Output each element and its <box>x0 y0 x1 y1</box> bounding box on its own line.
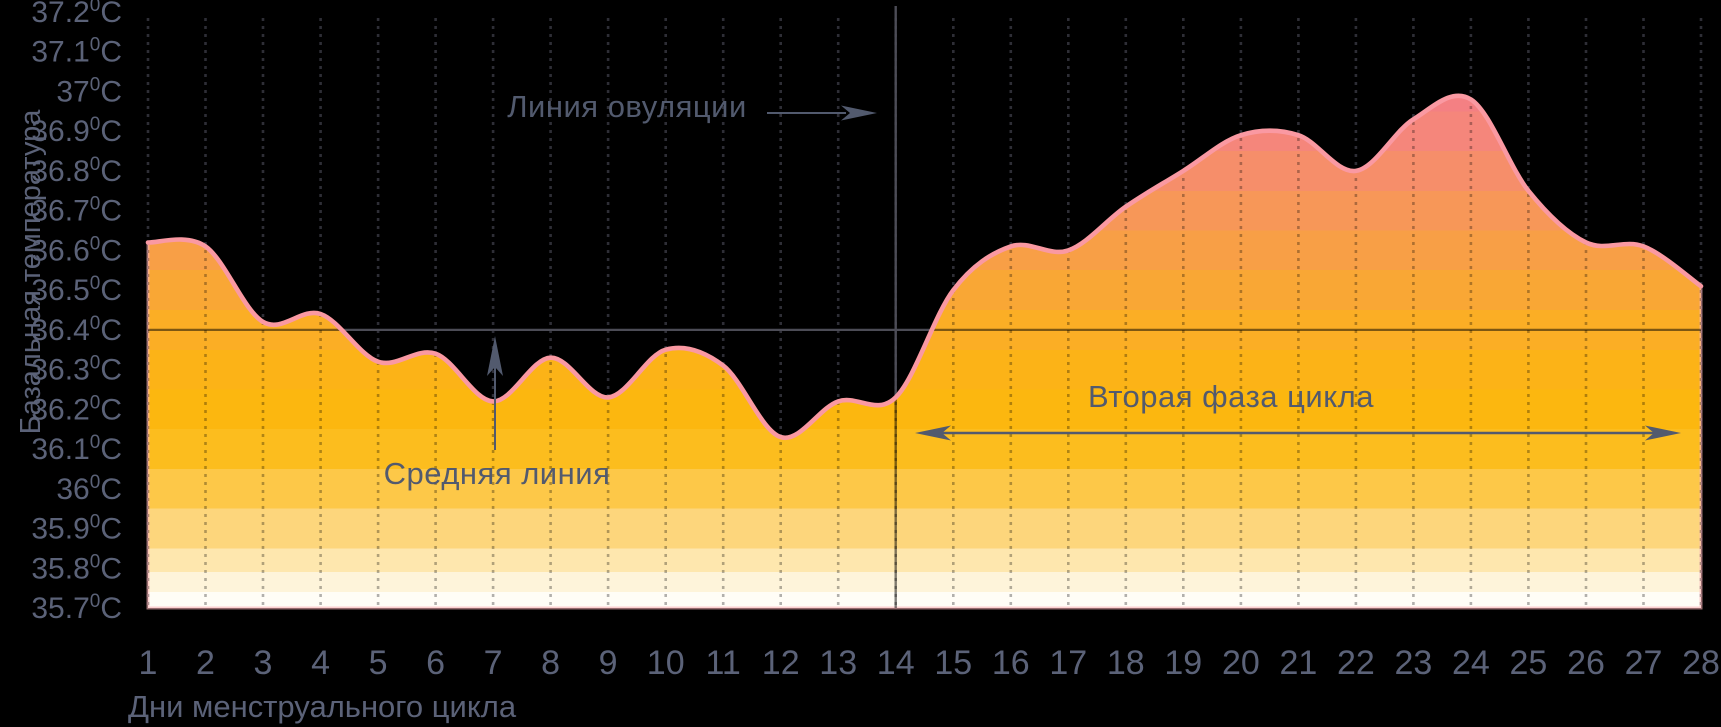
x-tick-label: 9 <box>599 644 618 682</box>
x-tick-label: 27 <box>1625 644 1663 682</box>
y-tick-label: 36.90C <box>31 114 122 148</box>
y-tick-label: 360C <box>56 472 122 506</box>
x-tick-label: 20 <box>1222 644 1260 682</box>
y-tick-label: 36.70C <box>31 194 122 228</box>
y-axis-title: Базальная температура <box>15 109 47 435</box>
x-tick-label: 2 <box>196 644 215 682</box>
x-tick-label: 15 <box>934 644 972 682</box>
ovulation-arrow <box>767 105 877 121</box>
x-tick-label: 6 <box>426 644 445 682</box>
x-tick-label: 10 <box>647 644 685 682</box>
y-tick-label: 36.20C <box>31 392 122 426</box>
arrowhead-icon <box>487 336 503 376</box>
second-phase-annotation: Вторая фаза цикла <box>1088 379 1374 414</box>
temperature-curve <box>145 93 1704 440</box>
middle-line-annotation: Средняя линия <box>383 456 611 491</box>
x-tick-label: 24 <box>1452 644 1490 682</box>
ovulation-line-annotation: Линия овуляции <box>507 89 747 124</box>
x-axis-title: Дни менструального цикла <box>128 689 517 724</box>
y-tick-label: 36.30C <box>31 353 122 387</box>
x-tick-label: 7 <box>484 644 503 682</box>
arrowhead-icon <box>841 105 877 121</box>
y-tick-label: 36.60C <box>31 233 122 267</box>
x-tick-label: 4 <box>311 644 330 682</box>
x-tick-label: 12 <box>762 644 800 682</box>
x-tick-label: 16 <box>992 644 1030 682</box>
y-tick-label: 35.70C <box>31 591 122 625</box>
y-tick-label: 36.40C <box>31 313 122 347</box>
x-tick-label: 18 <box>1107 644 1145 682</box>
x-tick-label: 19 <box>1164 644 1202 682</box>
x-tick-label: 13 <box>819 644 857 682</box>
x-tick-label: 25 <box>1509 644 1547 682</box>
y-tick-label: 36.80C <box>31 154 122 188</box>
y-tick-label: 36.50C <box>31 273 122 307</box>
x-tick-label: 5 <box>369 644 388 682</box>
x-tick-label: 23 <box>1394 644 1432 682</box>
arrowhead-icon <box>1645 425 1681 441</box>
x-tick-label: 11 <box>706 644 741 682</box>
x-axis-labels: 1 2 3 4 5 6 7 8 9 10 11 12 13 14 15 16 17 18 19 20 21 22 23 24 2… <box>139 644 1720 682</box>
y-tick-label: 36.10C <box>31 432 122 466</box>
second-phase-arrow <box>915 425 1681 441</box>
x-tick-label: 8 <box>541 644 560 682</box>
y-tick-label: 37.20C <box>31 0 122 29</box>
x-tick-label: 28 <box>1682 644 1720 682</box>
y-axis-labels: 37.20C 37.10C 370C 36.90C 36.80C 36.70C 36.60C… <box>31 0 122 625</box>
x-tick-label: 17 <box>1049 644 1087 682</box>
y-tick-label: 370C <box>56 75 122 109</box>
x-tick-label: 26 <box>1567 644 1605 682</box>
temperature-area <box>146 94 1703 610</box>
arrowhead-icon <box>915 425 951 441</box>
y-tick-label: 35.80C <box>31 551 122 585</box>
x-tick-label: 14 <box>877 644 915 682</box>
middle-line-arrow <box>487 336 503 450</box>
x-tick-label: 21 <box>1279 644 1317 682</box>
x-tick-label: 3 <box>254 644 273 682</box>
y-tick-label: 35.90C <box>31 512 122 546</box>
x-tick-label: 22 <box>1337 644 1375 682</box>
y-tick-label: 37.10C <box>31 35 122 69</box>
x-tick-label: 1 <box>139 644 158 682</box>
